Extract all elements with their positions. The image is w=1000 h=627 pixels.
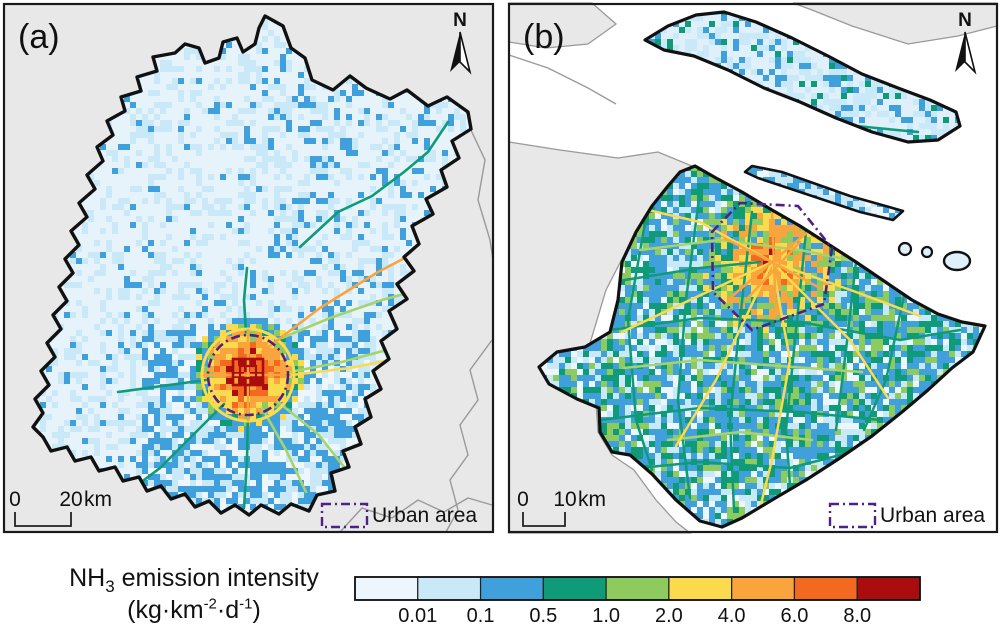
panel-a-label: (a) bbox=[18, 18, 60, 56]
urban-area-legend-a: Urban area bbox=[320, 502, 477, 529]
urban-area-label: Urban area bbox=[880, 504, 985, 527]
panel-b-label: (b) bbox=[523, 18, 565, 56]
scale-bar-b: 0 10 km bbox=[517, 488, 606, 527]
scale-zero: 0 bbox=[517, 488, 529, 511]
road-line bbox=[862, 294, 906, 432]
islet bbox=[942, 250, 972, 272]
colorbar-swatch bbox=[605, 576, 670, 601]
colorbar-tick-label: 0.5 bbox=[529, 605, 557, 627]
scale-value: 20 bbox=[59, 488, 82, 511]
colorbar-swatch bbox=[417, 576, 482, 601]
urban-area-outline-a bbox=[206, 333, 290, 417]
road-line bbox=[260, 406, 308, 494]
colorbar-tick-label: 0.1 bbox=[467, 605, 495, 627]
colorbar-tick-label: 8.0 bbox=[843, 605, 871, 627]
road-line bbox=[784, 230, 808, 488]
road-line bbox=[610, 260, 762, 284]
panel-b: N 0 10 km Urban area (b) bbox=[507, 2, 999, 534]
colorbar-swatch bbox=[793, 576, 858, 601]
urban-area-legend-b: Urban area bbox=[828, 502, 985, 529]
road-line bbox=[598, 406, 882, 422]
islet bbox=[897, 241, 913, 257]
scale-unit: km bbox=[578, 488, 606, 511]
neighbor-line bbox=[469, 127, 494, 261]
inner-ring-road bbox=[238, 364, 258, 380]
colorbar-tick-label: 6.0 bbox=[781, 605, 809, 627]
road-line bbox=[626, 204, 654, 472]
north-arrow-icon bbox=[450, 32, 460, 72]
colorbar-tick-label: 1.0 bbox=[592, 605, 620, 627]
colorbar-swatch bbox=[542, 576, 607, 601]
north-arrow-icon bbox=[459, 31, 472, 75]
north-arrow-icon bbox=[955, 32, 965, 72]
urban-area-label: Urban area bbox=[372, 504, 477, 527]
north-label: N bbox=[453, 10, 467, 31]
colorbar-frame bbox=[354, 576, 921, 601]
road-line bbox=[116, 378, 208, 394]
road-line bbox=[666, 430, 814, 442]
colorbar-swatch bbox=[479, 576, 544, 601]
colorbar: 0.01 0.1 0.5 1.0 2.0 4.0 6.0 8.0 bbox=[354, 576, 921, 627]
inner-ring-road bbox=[231, 357, 265, 387]
panel-a: N 0 20 km Urban area (a) bbox=[2, 2, 495, 534]
colorbar-swatch bbox=[856, 576, 921, 601]
road-line bbox=[770, 260, 890, 400]
road-line bbox=[260, 248, 422, 354]
colorbar-units-line: (kg·km-2·d-1) bbox=[127, 595, 261, 625]
islet bbox=[920, 245, 934, 259]
scale-value: 10 bbox=[553, 488, 576, 511]
road-line bbox=[242, 266, 249, 334]
scale-zero: 0 bbox=[9, 488, 21, 511]
road-line bbox=[770, 210, 778, 318]
road-line bbox=[674, 260, 774, 448]
road-line bbox=[242, 408, 250, 510]
neighbor-line bbox=[339, 497, 493, 533]
roads-a bbox=[116, 120, 450, 510]
north-label: N bbox=[958, 10, 972, 31]
road-line bbox=[744, 240, 802, 302]
scale-bar-line bbox=[14, 512, 72, 527]
scale-bar-line bbox=[522, 512, 566, 527]
scale-unit: km bbox=[84, 488, 112, 511]
road-line bbox=[620, 260, 774, 334]
urban-area-outline-b bbox=[710, 201, 834, 332]
road-line bbox=[758, 260, 792, 510]
urban-area-swatch bbox=[320, 502, 369, 529]
colorbar-swatch bbox=[668, 576, 733, 601]
colorbar-tick-label: 0.01 bbox=[398, 605, 437, 627]
colorbar-swatch bbox=[354, 576, 419, 601]
road-line bbox=[676, 188, 702, 500]
road-line bbox=[770, 260, 922, 318]
north-arrow-b: N bbox=[955, 10, 977, 75]
colorbar-title: NH3 emission intensity (kg·km-2·d-1) bbox=[36, 564, 352, 624]
north-arrow-icon bbox=[964, 31, 977, 75]
neighbor-boundaries-a bbox=[339, 127, 494, 533]
channel-line bbox=[508, 54, 617, 105]
road-line bbox=[126, 402, 226, 494]
colorbar-swatch bbox=[731, 576, 796, 601]
north-arrow-a: N bbox=[450, 10, 472, 75]
colorbar-title-line1: NH3 emission intensity bbox=[69, 564, 319, 596]
urban-area-swatch bbox=[828, 502, 877, 529]
road-line bbox=[298, 120, 450, 249]
colorbar-tick-label: 4.0 bbox=[718, 605, 746, 627]
scale-bar-a: 0 20 km bbox=[9, 488, 112, 527]
road-line bbox=[728, 228, 812, 300]
colorbar-tick-label: 2.0 bbox=[655, 605, 683, 627]
neighbor-land-b bbox=[508, 2, 998, 534]
road-line bbox=[608, 316, 962, 342]
panel-a-frame bbox=[2, 2, 495, 534]
panel-b-frame bbox=[507, 2, 999, 534]
road-line bbox=[616, 450, 854, 472]
road-line bbox=[622, 358, 864, 374]
